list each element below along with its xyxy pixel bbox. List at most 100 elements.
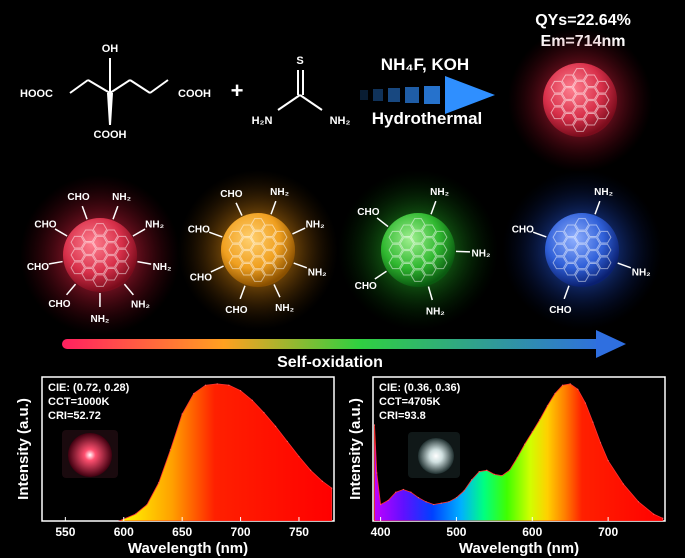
- left-data-point: [310, 469, 312, 471]
- surface-group-label: CHO: [34, 219, 56, 230]
- surface-group-label: NH₂: [306, 219, 325, 230]
- bond-line: [617, 262, 632, 269]
- surface-group-label: NH₂: [308, 268, 327, 279]
- right-data-point: [569, 383, 571, 385]
- citric-acid-structure: OH HOOC COOH COOH: [20, 43, 211, 141]
- surface-group-label: CHO: [48, 299, 70, 310]
- right-data-point: [395, 491, 397, 493]
- left-data-point: [216, 383, 218, 385]
- spectrum-left-plot: [118, 383, 333, 521]
- right-data-point: [501, 475, 503, 477]
- bond-line: [81, 205, 88, 220]
- right-data-point: [592, 421, 594, 423]
- bond-line: [594, 200, 601, 215]
- surface-group-label: CHO: [190, 273, 212, 284]
- surface-group-label: NH₂: [131, 299, 150, 310]
- left-tick-label: 650: [172, 525, 192, 539]
- surface-group-label: CHO: [357, 207, 379, 218]
- bond-line: [532, 231, 547, 238]
- left-data-point: [181, 413, 183, 415]
- cri-left: CRI=52.72: [48, 410, 101, 422]
- left-data-point: [321, 480, 323, 482]
- bond-line: [48, 260, 63, 265]
- bond-line: [374, 270, 387, 280]
- bond-line: [427, 286, 434, 301]
- bond-line: [123, 283, 134, 296]
- left-data-point: [158, 482, 160, 484]
- surface-group-label: CHO: [188, 224, 210, 235]
- surface-group-label: CHO: [549, 305, 571, 316]
- right-data-point: [508, 469, 511, 471]
- bond-line: [430, 200, 437, 215]
- bond-line: [273, 284, 281, 298]
- right-data-point: [410, 491, 412, 493]
- dot-sphere: [381, 213, 455, 287]
- condition-label: Hydrothermal: [372, 109, 483, 128]
- surface-group-label: CHO: [220, 189, 242, 200]
- cooh-bottom-label: COOH: [94, 129, 127, 141]
- surface-group-label: NH₂: [594, 187, 613, 198]
- dot-lattice: [552, 218, 612, 282]
- product-qy-label: QYs=22.64%: [535, 12, 631, 29]
- right-data-point: [539, 418, 541, 421]
- surface-group-label: NH₂: [632, 268, 651, 279]
- left-tick-label: 700: [231, 525, 251, 539]
- bond-line: [239, 285, 246, 300]
- right-data-point: [486, 469, 488, 471]
- right-data-point: [478, 471, 480, 473]
- surface-group-label: NH₂: [426, 307, 445, 318]
- right-tick-label: 400: [371, 525, 391, 539]
- surface-group-label: CHO: [355, 281, 377, 292]
- surface-group-label: NH₂: [275, 303, 294, 314]
- left-data-point: [169, 449, 172, 451]
- hooc-label: HOOC: [20, 88, 53, 100]
- right-data-point: [440, 502, 442, 504]
- right-tick-label: 500: [446, 525, 466, 539]
- right-data-point: [402, 488, 404, 491]
- left-data-point: [239, 390, 242, 392]
- right-data-point: [373, 424, 376, 426]
- reagents-label: NH₄F, KOH: [381, 55, 469, 74]
- right-data-point: [379, 503, 382, 506]
- surface-group-label: NH₂: [430, 187, 449, 198]
- right-data-point: [433, 503, 435, 506]
- bond-line: [54, 228, 68, 237]
- bond-line: [293, 262, 308, 269]
- x-axis-title-left: Wavelength (nm): [128, 540, 248, 557]
- dot-sphere: [221, 213, 295, 287]
- carbon-dots-row: NH₂ NH₂ NH₂ NH₂ NH₂ CHO CHO CHO CHO NH₂ NH₂ NH₂ NH₂ C…: [20, 170, 662, 335]
- surface-group-label: NH₂: [270, 187, 289, 198]
- dot-lattice: [388, 218, 448, 282]
- carbon-dot-4: NH₂ NH₂ CHO CHO: [502, 170, 662, 330]
- right-data-point: [455, 497, 458, 499]
- left-data-point: [298, 455, 300, 458]
- bond-line: [455, 250, 470, 253]
- surface-group-label: NH₂: [153, 262, 172, 273]
- bond-line: [208, 231, 223, 238]
- right-data-point: [493, 473, 495, 475]
- dot-sphere: [545, 213, 619, 287]
- right-data-point: [516, 457, 518, 459]
- right-data-point: [662, 517, 664, 519]
- right-data-point: [417, 497, 420, 499]
- plus-sign: +: [231, 78, 244, 103]
- led-photo-right: [408, 432, 460, 478]
- product-carbon-dot: [508, 28, 652, 172]
- nh2-label: NH₂: [330, 115, 351, 127]
- bond-line: [292, 227, 306, 235]
- right-data-point: [546, 405, 549, 407]
- left-data-point: [134, 513, 137, 515]
- bond-line: [270, 200, 277, 215]
- oh-label: OH: [102, 43, 119, 55]
- right-data-point: [463, 490, 465, 492]
- right-data-point: [562, 384, 564, 386]
- h2n-label: H₂N: [252, 115, 273, 127]
- product-lattice: [550, 68, 610, 132]
- right-data-point: [387, 499, 389, 502]
- left-data-point: [251, 399, 253, 401]
- right-data-point: [531, 431, 533, 433]
- dot-sphere: [63, 218, 137, 292]
- thiourea-structure: S H₂N NH₂: [252, 55, 351, 127]
- surface-group-label: CHO: [225, 305, 247, 316]
